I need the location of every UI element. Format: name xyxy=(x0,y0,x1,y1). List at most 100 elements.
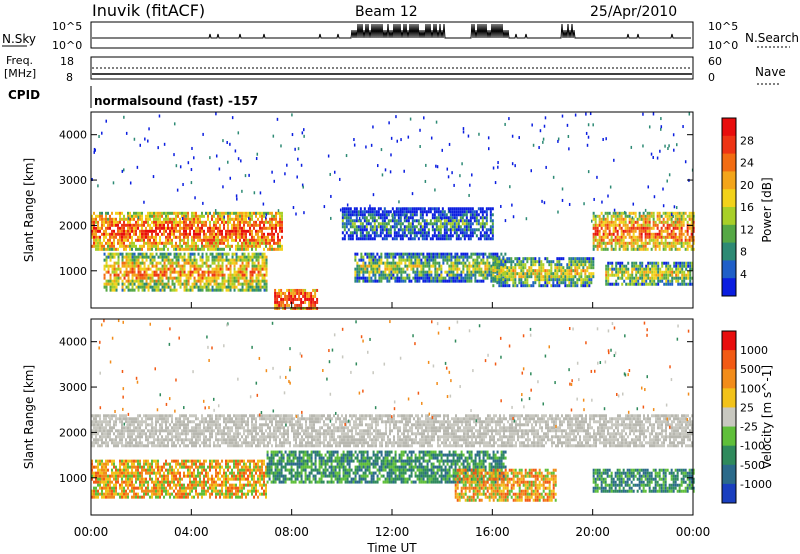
power-cell xyxy=(610,235,613,239)
power-cell xyxy=(135,238,137,242)
power-cell xyxy=(221,255,224,259)
power-cell xyxy=(455,231,458,235)
power-cell xyxy=(225,211,227,215)
power-cell xyxy=(197,244,199,248)
power-cell xyxy=(237,258,240,262)
power-cell xyxy=(141,226,143,230)
power-speckle xyxy=(105,119,107,123)
power-cell xyxy=(405,234,408,238)
power-cell xyxy=(253,252,256,256)
power-cell xyxy=(494,255,497,259)
power-cell xyxy=(288,294,291,298)
power-cell xyxy=(588,281,591,285)
power-cell xyxy=(191,273,194,277)
power-speckle xyxy=(327,154,330,158)
power-cell xyxy=(390,276,393,280)
power-cell xyxy=(566,275,569,279)
power-cell xyxy=(367,219,370,223)
power-cell xyxy=(241,270,244,274)
power-cell xyxy=(423,231,426,235)
power-cell xyxy=(353,231,356,235)
velocity-cell xyxy=(149,429,151,433)
power-cell xyxy=(229,235,231,239)
velocity-cell xyxy=(137,420,139,424)
power-cell xyxy=(376,264,379,268)
power-cell xyxy=(498,275,501,279)
velocity-cell xyxy=(135,420,137,424)
power-cell xyxy=(417,231,420,235)
velocity-cell xyxy=(155,429,157,433)
power-cell xyxy=(117,223,119,227)
power-speckle xyxy=(453,183,455,187)
power-cell xyxy=(384,267,387,271)
power-cell xyxy=(195,285,198,289)
velocity-cell xyxy=(109,414,111,418)
power-cell xyxy=(361,228,364,232)
power-cell xyxy=(516,284,519,288)
power-cell xyxy=(279,226,281,230)
power-cell xyxy=(259,223,261,227)
power-cell xyxy=(288,288,291,292)
power-cell xyxy=(181,282,184,286)
power-cell xyxy=(286,297,289,301)
power-cell xyxy=(386,264,389,268)
colorbar-tick-label: 4 xyxy=(740,268,747,281)
velocity-cell xyxy=(157,441,159,445)
power-cell xyxy=(372,279,375,283)
power-cell xyxy=(459,219,462,223)
power-cell xyxy=(445,222,448,226)
power-cell xyxy=(464,255,467,259)
noise-left-tick-top: 10^5 xyxy=(52,20,82,33)
power-cell xyxy=(408,276,411,280)
power-cell xyxy=(600,238,603,242)
power-cell xyxy=(391,219,394,223)
power-cell xyxy=(361,216,364,220)
power-cell xyxy=(163,252,166,256)
power-cell xyxy=(600,217,603,221)
power-cell xyxy=(265,238,267,242)
power-cell xyxy=(674,220,677,224)
power-cell xyxy=(457,225,460,229)
power-cell xyxy=(658,247,661,251)
power-cell xyxy=(163,211,165,215)
power-cell xyxy=(213,223,215,227)
power-cell xyxy=(159,276,162,280)
power-cell xyxy=(410,255,413,259)
power-cell xyxy=(131,252,134,256)
power-cell xyxy=(341,207,344,211)
power-cell xyxy=(385,222,388,226)
power-cell xyxy=(416,255,419,259)
power-cell xyxy=(209,264,212,268)
power-cell xyxy=(378,255,381,259)
power-cell xyxy=(147,276,150,280)
power-cell xyxy=(520,269,523,273)
power-cell xyxy=(402,276,405,280)
power-cell xyxy=(653,276,656,280)
velocity-cell xyxy=(159,432,161,436)
power-cell xyxy=(281,226,283,230)
velocity-cell xyxy=(111,429,113,433)
power-cell xyxy=(221,261,224,265)
power-cell xyxy=(631,261,634,265)
power-cell xyxy=(404,276,407,280)
power-cell xyxy=(644,232,647,236)
power-cell xyxy=(115,252,118,256)
power-cell xyxy=(506,281,509,285)
power-cell xyxy=(389,219,392,223)
power-cell xyxy=(263,255,266,259)
power-cell xyxy=(379,225,382,229)
power-cell xyxy=(508,260,511,264)
power-cell xyxy=(500,258,503,262)
power-cell xyxy=(217,220,219,224)
power-cell xyxy=(257,238,259,242)
power-cell xyxy=(239,214,241,218)
power-cell xyxy=(227,244,229,248)
power-cell xyxy=(249,279,252,283)
power-cell xyxy=(161,267,164,271)
power-cell xyxy=(203,285,206,289)
power-cell xyxy=(600,235,603,239)
power-cell xyxy=(153,244,155,248)
power-cell xyxy=(574,257,577,261)
power-cell xyxy=(447,219,450,223)
power-cell xyxy=(387,213,390,217)
